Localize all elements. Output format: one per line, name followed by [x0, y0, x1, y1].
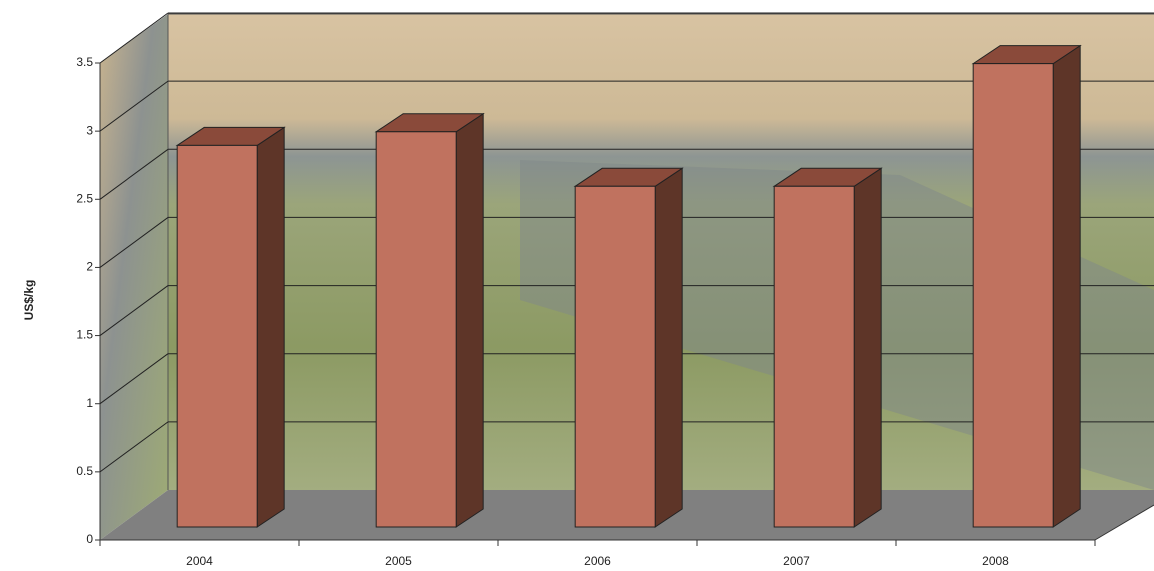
floor-edge: [1094, 504, 1154, 541]
bar: [972, 63, 1054, 528]
y-axis-title: US$/kg: [22, 280, 36, 321]
bar: [773, 185, 855, 528]
grid-line: [99, 217, 169, 268]
y-tick-label: 2: [86, 260, 93, 274]
x-tick-label: 2006: [584, 554, 611, 568]
y-tick-label: 1.5: [76, 328, 93, 342]
y-tick-label: 1: [86, 396, 93, 410]
grid-line: [99, 353, 169, 405]
left-wall: [100, 14, 168, 540]
y-tick-label: 3: [86, 123, 93, 137]
bar-side: [654, 167, 683, 528]
grid-line: [99, 285, 169, 336]
y-tick-label: 3.5: [76, 55, 93, 69]
bar: [176, 144, 258, 528]
x-tick-label: 2007: [783, 554, 810, 568]
bar: [574, 185, 656, 528]
x-tick-label: 2004: [186, 554, 213, 568]
bar: [375, 131, 457, 528]
x-tick-label: 2008: [982, 554, 1009, 568]
x-tick-label: 2005: [385, 554, 412, 568]
grid-line: [99, 80, 169, 132]
bar-side: [1052, 44, 1081, 528]
y-tick-label: 0.5: [76, 464, 93, 478]
bar-side: [853, 167, 882, 528]
y-tick-label: 0: [86, 532, 93, 546]
grid-line: [99, 421, 169, 473]
grid-line: [99, 12, 169, 64]
bar-side: [256, 126, 285, 528]
bar-side: [455, 112, 484, 528]
y-tick-label: 2.5: [76, 191, 93, 205]
grid-line: [99, 148, 169, 200]
